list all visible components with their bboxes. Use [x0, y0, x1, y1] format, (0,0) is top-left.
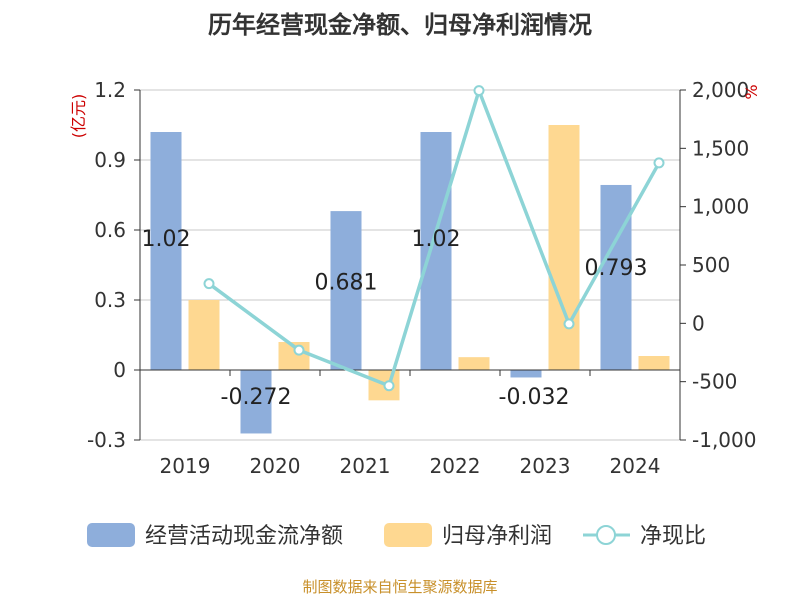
left-tick-label: 0 [113, 358, 126, 382]
right-tick-label: -1,000 [692, 428, 756, 452]
line-point [293, 344, 305, 356]
bar-data-label: 0.681 [315, 271, 378, 296]
bar-data-label: -0.032 [499, 385, 570, 410]
legend-label-net-profit: 归母净利润 [442, 524, 552, 549]
right-tick-label: -500 [692, 370, 737, 394]
x-tick-label: 2024 [610, 454, 661, 478]
bar-net-profit [188, 300, 220, 370]
right-tick-label: 500 [692, 253, 730, 277]
line-net-cash-ratio [207, 88, 661, 388]
legend-label-ratio: 净现比 [640, 524, 706, 549]
bar-net-profit [458, 357, 490, 370]
x-tick-label: 2019 [160, 454, 211, 478]
line-point [563, 318, 575, 330]
right-axis-label: % [742, 84, 761, 99]
bar-net-profit [638, 356, 670, 370]
source-note: 制图数据来自恒生聚源数据库 [302, 578, 497, 596]
bar-cashflow [420, 132, 452, 370]
bar-data-label: -0.272 [221, 385, 292, 410]
chart-title: 历年经营现金净额、归母净利润情况 [208, 11, 592, 39]
line-point [473, 85, 485, 97]
left-tick-label: 0.3 [94, 288, 126, 312]
x-tick-label: 2021 [340, 454, 391, 478]
bar-data-label: 1.02 [142, 227, 191, 252]
bar-cashflow [510, 370, 542, 378]
right-tick-label: 0 [692, 311, 705, 335]
line-point [383, 380, 395, 392]
legend-marker-ratio [596, 525, 616, 545]
bar-cashflow [150, 132, 182, 370]
bar-data-label: 1.02 [412, 227, 461, 252]
left-tick-label: 0.9 [94, 148, 126, 172]
x-tick-label: 2023 [520, 454, 571, 478]
line-point [653, 157, 665, 169]
right-tick-label: 1,000 [692, 195, 749, 219]
right-tick-label: 1,500 [692, 136, 749, 160]
left-tick-label: -0.3 [87, 428, 126, 452]
left-tick-label: 0.6 [94, 218, 126, 242]
bar-data-label: 0.793 [585, 256, 648, 281]
bar-cashflow [330, 211, 362, 370]
bar-cashflow [600, 184, 632, 370]
x-tick-label: 2020 [250, 454, 301, 478]
legend-swatch-cashflow [87, 523, 135, 547]
x-tick-label: 2022 [430, 454, 481, 478]
bar-cashflow [240, 370, 272, 434]
left-axis-label: (亿元) [69, 94, 88, 139]
left-tick-label: 1.2 [94, 78, 126, 102]
bar-net-profit [548, 125, 580, 370]
right-tick-label: 2,000 [692, 78, 749, 102]
line-point [203, 278, 215, 290]
legend-label-cashflow: 经营活动现金流净额 [145, 524, 343, 549]
legend-swatch-net-profit [384, 523, 432, 547]
